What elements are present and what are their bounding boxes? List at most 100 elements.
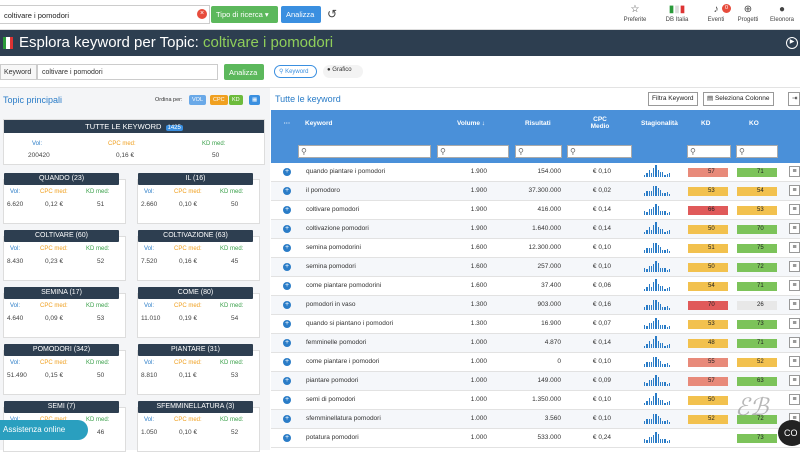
row-menu-icon[interactable]: ≡	[789, 185, 800, 196]
column-options-icon[interactable]: ···	[283, 120, 291, 127]
favorites-nav[interactable]: ☆ Preferite	[617, 4, 653, 23]
keyword-cell[interactable]: coltivare pomodori	[306, 206, 360, 213]
chat-icon[interactable]: CO	[778, 420, 800, 446]
row-menu-icon[interactable]: ≡	[789, 261, 800, 272]
table-row[interactable]: + semi di pomodori 1.000 1.350.000 € 0,10 50 ≡	[271, 391, 800, 410]
table-row[interactable]: + femminelle pomodori 1.000 4.870 € 0,14 48 71…	[271, 334, 800, 353]
row-menu-icon[interactable]: ≡	[789, 394, 800, 405]
keyword-cell[interactable]: il pomodoro	[306, 187, 340, 194]
col-ko[interactable]: KO	[749, 120, 759, 127]
filter-cpc-input[interactable]	[567, 145, 632, 158]
database-nav[interactable]: ▮▮▮ DB Italia	[659, 4, 695, 23]
filter-ko-input[interactable]	[736, 145, 778, 158]
online-support-button[interactable]: Assistenza online	[0, 420, 88, 440]
table-row[interactable]: + coltivazione pomodori 1.900 1.640.000 € 0,…	[271, 220, 800, 239]
topic-card[interactable]	[3, 293, 126, 338]
grid-view-icon[interactable]: ▦	[249, 95, 261, 105]
table-row[interactable]: + quando si piantano i pomodori 1.300 16.90…	[271, 315, 800, 334]
add-keyword-icon[interactable]: +	[283, 187, 291, 195]
keyword-cell[interactable]: piantare pomodori	[306, 377, 359, 384]
keyword-cell[interactable]: femminelle pomodori	[306, 339, 367, 346]
analyze-keyword-button[interactable]: Analizza	[224, 64, 264, 80]
row-menu-icon[interactable]: ≡	[789, 337, 800, 348]
keyword-cell[interactable]: come piantare pomodorini	[306, 282, 382, 289]
add-keyword-icon[interactable]: +	[283, 282, 291, 290]
topic-card[interactable]	[3, 350, 126, 395]
col-keyword[interactable]: Keyword	[305, 120, 333, 127]
table-row[interactable]: + come piantare pomodorini 1.600 37.400 € 0,…	[271, 277, 800, 296]
add-keyword-icon[interactable]: +	[283, 358, 291, 366]
sort-vol-button[interactable]: VOL	[189, 95, 207, 105]
filter-results-input[interactable]	[515, 145, 562, 158]
search-input[interactable]: coltivare i pomodori	[0, 5, 210, 24]
table-row[interactable]: + semina pomodorini 1.600 12.300.000 € 0,10 5…	[271, 239, 800, 258]
add-keyword-icon[interactable]: +	[283, 244, 291, 252]
table-row[interactable]: + sfemminellatura pomodori 1.000 3.560 € 0,1…	[271, 410, 800, 429]
topic-card[interactable]	[137, 350, 260, 395]
row-menu-icon[interactable]: ≡	[789, 375, 800, 386]
events-nav[interactable]: ♪ Eventi	[698, 4, 734, 23]
play-video-icon[interactable]: ▶	[786, 37, 798, 49]
topic-card[interactable]	[137, 179, 260, 224]
keyword-input[interactable]: coltivare i pomodori	[37, 64, 218, 80]
select-columns-button[interactable]: ▤ Seleziona Colonne	[703, 92, 774, 106]
topic-card[interactable]	[137, 407, 260, 452]
clear-search-icon[interactable]: ×	[197, 9, 207, 19]
keyword-cell[interactable]: semina pomodorini	[306, 244, 361, 251]
table-row[interactable]: + quando piantare i pomodori 1.900 154.000 €…	[271, 163, 800, 182]
row-menu-icon[interactable]: ≡	[789, 242, 800, 253]
filter-kd-input[interactable]	[687, 145, 731, 158]
table-row[interactable]: + il pomodoro 1.900 37.300.000 € 0,02 53 54 ≡	[271, 182, 800, 201]
add-keyword-icon[interactable]: +	[283, 320, 291, 328]
keyword-view-tab[interactable]: ⚲ Keyword	[274, 65, 317, 78]
add-keyword-icon[interactable]: +	[283, 225, 291, 233]
sort-kd-button[interactable]: KD	[229, 95, 243, 105]
add-keyword-icon[interactable]: +	[283, 263, 291, 271]
chart-view-tab[interactable]: ● Grafico	[323, 65, 363, 78]
add-keyword-icon[interactable]: +	[283, 377, 291, 385]
search-type-dropdown[interactable]: Tipo di ricerca ▾	[211, 6, 278, 23]
filter-volume-input[interactable]	[437, 145, 509, 158]
row-menu-icon[interactable]: ≡	[789, 299, 800, 310]
col-stagionalita[interactable]: Stagionalità	[641, 120, 678, 127]
keyword-cell[interactable]: sfemminellatura pomodori	[306, 415, 381, 422]
keyword-cell[interactable]: quando si piantano i pomodori	[306, 320, 394, 327]
topic-card[interactable]	[3, 236, 126, 281]
add-keyword-icon[interactable]: +	[283, 396, 291, 404]
row-menu-icon[interactable]: ≡	[789, 204, 800, 215]
export-icon[interactable]: ⇥	[788, 92, 800, 106]
keyword-cell[interactable]: come piantare i pomodori	[306, 358, 380, 365]
row-menu-icon[interactable]: ≡	[789, 318, 800, 329]
col-risultati[interactable]: Risultati	[525, 120, 551, 127]
keyword-cell[interactable]: semi di pomodori	[306, 396, 356, 403]
keyword-cell[interactable]: quando piantare i pomodori	[306, 168, 386, 175]
row-menu-icon[interactable]: ≡	[789, 166, 800, 177]
table-row[interactable]: + come piantare i pomodori 1.000 0 € 0,10 55 5…	[271, 353, 800, 372]
topic-card[interactable]	[137, 236, 260, 281]
add-keyword-icon[interactable]: +	[283, 301, 291, 309]
sort-cpc-button[interactable]: CPC	[210, 95, 228, 105]
add-keyword-icon[interactable]: +	[283, 434, 291, 442]
row-menu-icon[interactable]: ≡	[789, 223, 800, 234]
add-keyword-icon[interactable]: +	[283, 168, 291, 176]
projects-nav[interactable]: ⊕ Progetti	[730, 4, 766, 23]
row-menu-icon[interactable]: ≡	[789, 356, 800, 367]
table-row[interactable]: + semina pomodori 1.600 257.000 € 0,10 50 72 ≡	[271, 258, 800, 277]
col-volume[interactable]: Volume ↓	[457, 120, 486, 127]
filter-keywords-button[interactable]: Filtra Keyword	[648, 92, 698, 106]
row-menu-icon[interactable]: ≡	[789, 280, 800, 291]
add-keyword-icon[interactable]: +	[283, 415, 291, 423]
keyword-cell[interactable]: potatura pomodori	[306, 434, 359, 441]
add-keyword-icon[interactable]: +	[283, 206, 291, 214]
keyword-cell[interactable]: coltivazione pomodori	[306, 225, 369, 232]
add-keyword-icon[interactable]: +	[283, 339, 291, 347]
col-cpc[interactable]: CPC Medio	[590, 116, 610, 130]
keyword-cell[interactable]: semina pomodori	[306, 263, 356, 270]
table-row[interactable]: + coltivare pomodori 1.900 416.000 € 0,14 66 5…	[271, 201, 800, 220]
user-nav[interactable]: ● Eleonora	[764, 4, 800, 23]
col-kd[interactable]: KD	[701, 120, 711, 127]
history-icon[interactable]: ↺	[327, 7, 338, 21]
table-row[interactable]: + pomodori in vaso 1.300 903.000 € 0,16 70 26 ≡	[271, 296, 800, 315]
filter-keyword-input[interactable]	[298, 145, 431, 158]
